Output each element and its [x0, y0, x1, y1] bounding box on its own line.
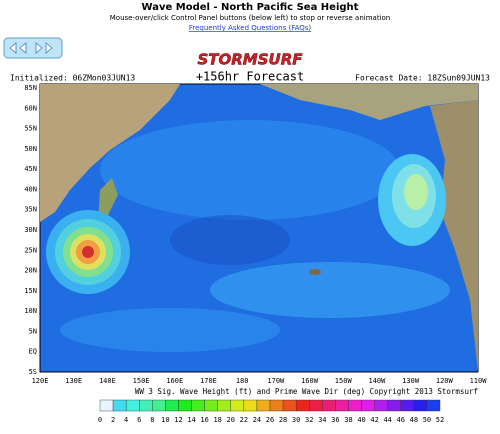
colorbar-swatch — [295, 399, 310, 412]
colorbar-swatch — [322, 399, 336, 412]
lat-label: 25N — [24, 246, 37, 254]
colorbar-swatch — [99, 399, 114, 412]
colorbar-swatch — [309, 399, 323, 412]
map-caption: WW 3 Sig. Wave Height (ft) and Prime Wav… — [135, 387, 365, 396]
colorbar-swatch — [165, 399, 179, 412]
colorbar-label: 42 — [370, 416, 378, 424]
colorbar-swatch — [112, 399, 127, 412]
colorbar-swatch — [413, 399, 428, 412]
colorbar-swatch — [178, 399, 192, 412]
colorbar-label: 48 — [410, 416, 418, 424]
colorbar-label: 36 — [331, 416, 339, 424]
lat-label: 15N — [24, 287, 37, 295]
colorbar-swatch — [400, 399, 415, 412]
colorbar-label: 20 — [227, 416, 235, 424]
lon-label: 150E — [133, 377, 150, 385]
control-panel[interactable] — [3, 37, 63, 59]
lat-label: 10N — [24, 307, 37, 315]
colorbar-label: 4 — [124, 416, 128, 424]
lat-label: 5S — [29, 368, 37, 376]
lon-label: 170W — [267, 377, 285, 385]
lat-label: 85N — [24, 84, 37, 92]
lon-label: 110W — [470, 377, 488, 385]
colorbar-label: 14 — [187, 416, 195, 424]
lon-label: 150W — [335, 377, 353, 385]
colorbar-label: 30 — [292, 416, 300, 424]
page-title: Wave Model - North Pacific Sea Height — [142, 2, 359, 13]
colorbar-swatch — [335, 399, 349, 412]
lon-label: 120W — [436, 377, 454, 385]
colorbar-swatch — [243, 399, 258, 412]
colorbar-label: 44 — [383, 416, 391, 424]
lat-label: 55N — [24, 125, 37, 133]
lon-label: 120E — [32, 377, 49, 385]
colorbar-swatch — [125, 399, 140, 412]
colorbar-label: 32 — [305, 416, 313, 424]
colorbar-swatch — [152, 399, 166, 412]
lon-label: 180 — [236, 377, 249, 385]
colorbar-label: 22 — [240, 416, 248, 424]
lat-label: 5N — [29, 327, 37, 335]
colorbar-label: 46 — [397, 416, 405, 424]
logo: STORMSURF — [197, 51, 303, 69]
colorbar-label: 52 — [436, 416, 444, 424]
colorbar-label: 8 — [150, 416, 154, 424]
colorbar-swatch — [139, 399, 153, 412]
colorbar-swatch — [256, 399, 271, 412]
lat-label: 35N — [24, 206, 37, 214]
initialized: Initialized: 06ZMon03JUN13 — [10, 74, 135, 83]
lon-label: 130W — [402, 377, 420, 385]
lon-label: 160W — [301, 377, 319, 385]
colorbar-label: 40 — [357, 416, 365, 424]
colorbar-label: 50 — [423, 416, 431, 424]
colorbar-swatch — [282, 399, 297, 412]
lon-label: 140W — [368, 377, 386, 385]
colorbar-label: 10 — [161, 416, 169, 424]
colorbar-swatch — [217, 399, 231, 412]
colorbar-swatch — [387, 399, 401, 412]
lat-label: 30N — [24, 226, 37, 234]
page-subtitle: Mouse-over/click Control Panel buttons (… — [110, 14, 390, 22]
lat-label: EQ — [29, 348, 37, 356]
colorbar-label: 0 — [98, 416, 102, 424]
colorbar-swatch — [361, 399, 375, 412]
lat-label: 60N — [24, 104, 37, 112]
colorbar-swatch — [374, 399, 388, 412]
colorbar-swatch — [426, 399, 441, 412]
colorbar-swatch — [348, 399, 362, 412]
faq-link[interactable]: Frequently Asked Questions (FAQs) — [189, 24, 312, 32]
lon-label: 160E — [166, 377, 183, 385]
forecast-date: Forecast Date: 18ZSun09JUN13 — [355, 74, 490, 83]
colorbar-label: 34 — [318, 416, 326, 424]
colorbar-label: 18 — [213, 416, 221, 424]
colorbar-swatch — [230, 399, 245, 412]
copyright: Copyright 2013 Stormsurf — [370, 387, 478, 396]
colorbar-label: 24 — [253, 416, 261, 424]
colorbar-swatch — [191, 399, 205, 412]
colorbar-label: 26 — [266, 416, 274, 424]
map — [39, 83, 479, 373]
lon-label: 140E — [99, 377, 116, 385]
lat-label: 20N — [24, 267, 37, 275]
colorbar-label: 38 — [344, 416, 352, 424]
colorbar-swatch — [269, 399, 284, 412]
lat-label: 45N — [24, 165, 37, 173]
lat-label: 40N — [24, 185, 37, 193]
lon-label: 170E — [200, 377, 217, 385]
lon-label: 130E — [65, 377, 82, 385]
colorbar-label: 2 — [111, 416, 115, 424]
forecast-hour: +156hr Forecast — [196, 70, 304, 84]
colorbar-label: 12 — [174, 416, 182, 424]
colorbar-swatch — [204, 399, 218, 412]
colorbar-label: 28 — [279, 416, 287, 424]
lat-label: 50N — [24, 145, 37, 153]
colorbar-label: 16 — [200, 416, 208, 424]
colorbar-label: 6 — [137, 416, 141, 424]
